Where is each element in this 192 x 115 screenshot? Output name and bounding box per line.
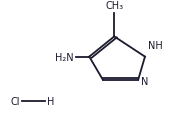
Text: Cl: Cl [11,96,20,106]
Text: H₂N: H₂N [55,52,74,62]
Text: H: H [47,96,54,106]
Text: CH₃: CH₃ [105,1,123,11]
Text: N: N [141,76,148,86]
Text: NH: NH [148,41,163,51]
